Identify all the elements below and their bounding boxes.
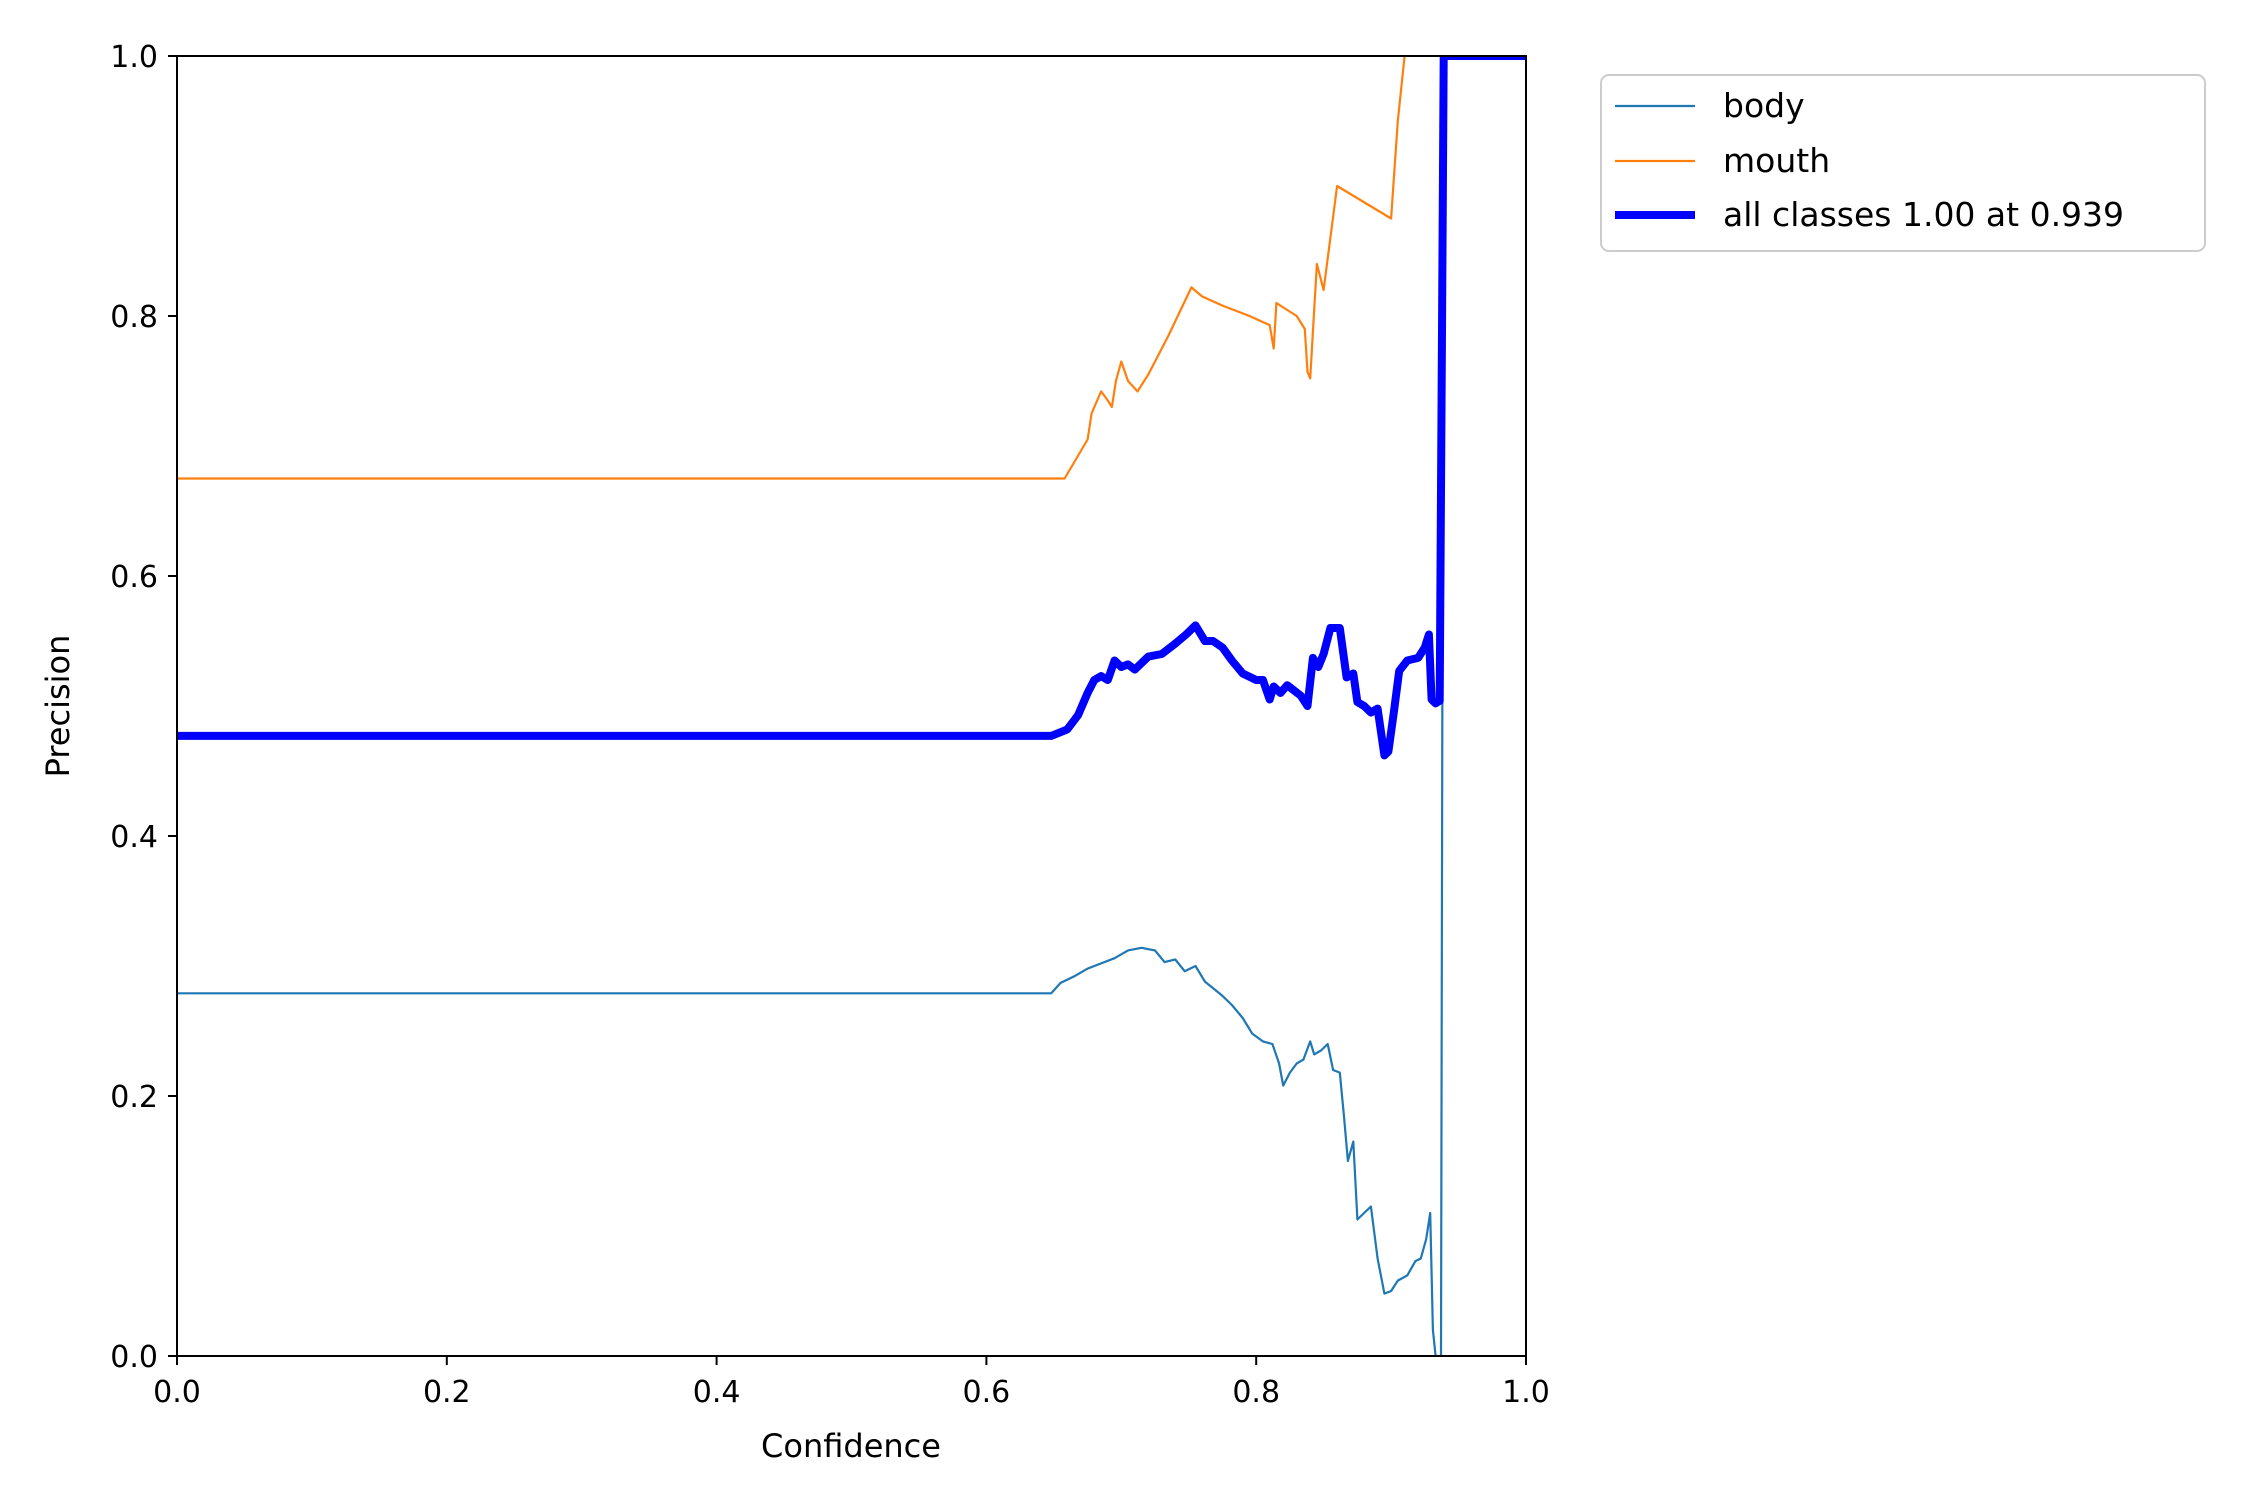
series-layer xyxy=(177,56,1526,1356)
legend-label-all-classes: all classes 1.00 at 0.939 xyxy=(1723,195,2124,234)
x-tick-label: 0.4 xyxy=(693,1375,741,1410)
x-tick-label: 0.6 xyxy=(963,1375,1011,1410)
y-tick-label: 0.4 xyxy=(110,820,158,855)
x-tick-label: 0.2 xyxy=(423,1375,471,1410)
x-axis-ticks: 0.0 0.2 0.4 0.6 0.8 1.0 xyxy=(153,1356,1550,1410)
x-tick-label: 1.0 xyxy=(1502,1375,1550,1410)
series-line-mouth xyxy=(177,56,1406,480)
y-tick-label: 0.8 xyxy=(110,300,158,335)
legend: body mouth all classes 1.00 at 0.939 xyxy=(1600,74,2206,252)
plot-frame xyxy=(176,55,1527,1357)
x-tick-label: 0.8 xyxy=(1232,1375,1280,1410)
y-tick-label: 1.0 xyxy=(110,40,158,75)
legend-label-body: body xyxy=(1723,86,1805,125)
series-line-body xyxy=(177,56,1526,1356)
legend-label-mouth: mouth xyxy=(1723,141,1830,180)
series-line-all-classes xyxy=(177,56,1526,760)
y-tick-label: 0.6 xyxy=(110,560,158,595)
y-tick-label: 0.2 xyxy=(110,1080,158,1115)
y-axis-label: Precision xyxy=(39,635,77,778)
x-tick-label: 0.0 xyxy=(153,1375,201,1410)
legend-frame xyxy=(1600,74,2206,252)
y-axis-ticks: 0.0 0.2 0.4 0.6 0.8 1.0 xyxy=(110,40,177,1375)
y-tick-label: 0.0 xyxy=(110,1340,158,1375)
x-axis-label: Confidence xyxy=(761,1427,941,1465)
